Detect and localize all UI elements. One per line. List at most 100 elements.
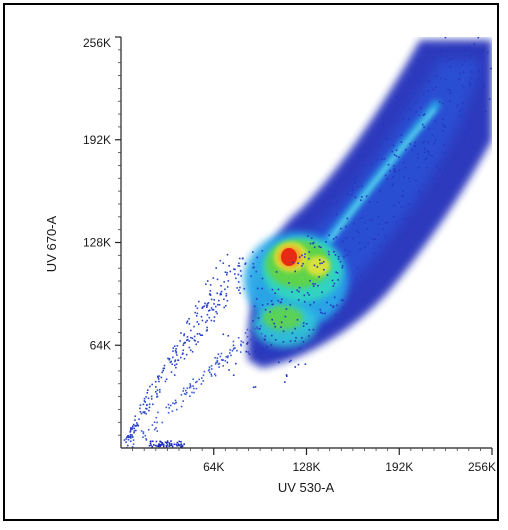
scatter-point (395, 155, 398, 157)
scatter-point (246, 328, 249, 331)
scatter-point (294, 366, 296, 368)
scatter-point (303, 256, 306, 258)
scatter-point (202, 380, 205, 382)
scatter-point (393, 165, 395, 167)
scatter-point (180, 394, 183, 396)
scatter-point (456, 104, 459, 107)
scatter-point (383, 158, 386, 160)
scatter-point (469, 54, 472, 57)
scatter-point (243, 287, 246, 290)
scatter-point (188, 318, 190, 320)
scatter-point (343, 255, 345, 258)
scatter-point (213, 303, 215, 305)
scatter-point (275, 271, 278, 273)
scatter-point (207, 310, 210, 312)
scatter-point (163, 367, 166, 370)
scatter-point (261, 304, 264, 306)
scatter-point (208, 309, 211, 311)
scatter-point (145, 407, 147, 410)
scatter-point (170, 444, 173, 447)
scatter-point (298, 290, 300, 293)
scatter-point (352, 237, 355, 240)
scatter-point (322, 261, 325, 263)
scatter-point (336, 272, 339, 274)
scatter-point (148, 444, 151, 447)
scatter-point (201, 319, 204, 322)
scatter-point (483, 85, 486, 87)
scatter-point (423, 140, 425, 143)
scatter-point (260, 332, 263, 335)
scatter-point (226, 273, 228, 276)
scatter-point (463, 87, 465, 89)
scatter-point (177, 359, 179, 362)
scatter-point (291, 332, 294, 334)
scatter-point (225, 356, 227, 358)
scatter-point (461, 63, 463, 66)
scatter-point (269, 311, 271, 313)
scatter-point (220, 352, 223, 355)
scatter-point (386, 221, 389, 224)
scatter-point (389, 170, 391, 172)
scatter-point (189, 349, 192, 351)
scatter-point (157, 378, 160, 380)
scatter-point (304, 253, 306, 255)
scatter-point (134, 425, 136, 427)
scatter-point (401, 195, 403, 197)
scatter-point (239, 292, 241, 294)
scatter-point (296, 289, 298, 292)
scatter-point (416, 153, 419, 155)
scatter-point (252, 266, 254, 269)
scatter-point (211, 309, 214, 311)
scatter-point (288, 282, 290, 284)
scatter-point (417, 166, 420, 169)
scatter-point (274, 292, 276, 294)
scatter-point (415, 102, 417, 104)
scatter-point (317, 284, 319, 287)
scatter-point (280, 321, 283, 324)
scatter-point (139, 404, 142, 406)
scatter-point (424, 158, 427, 161)
scatter-point (476, 84, 478, 86)
scatter-point (136, 423, 139, 426)
scatter-point (186, 387, 189, 389)
scatter-point (206, 304, 209, 307)
scatter-point (171, 445, 174, 448)
scatter-point (182, 344, 185, 346)
scatter-point (175, 348, 177, 350)
scatter-point (431, 154, 433, 157)
scatter-point (365, 195, 368, 197)
scatter-point (400, 134, 403, 136)
scatter-point (282, 330, 285, 333)
scatter-point (468, 82, 471, 84)
scatter-point (477, 69, 480, 72)
scatter-point (198, 333, 201, 335)
scatter-point (174, 360, 176, 363)
scatter-point (198, 378, 200, 381)
scatter-point (409, 143, 411, 145)
scatter-point (330, 304, 332, 306)
scatter-point (431, 133, 434, 136)
scatter-point (414, 141, 417, 144)
scatter-point (358, 241, 361, 244)
scatter-point (262, 348, 265, 351)
scatter-point (216, 359, 219, 362)
scatter-point (397, 236, 400, 238)
scatter-point (281, 298, 283, 301)
scatter-point (153, 421, 156, 423)
scatter-point (162, 367, 165, 370)
scatter-point (277, 299, 280, 302)
scatter-point (271, 318, 273, 321)
scatter-point (332, 285, 335, 287)
scatter-point (249, 330, 252, 332)
sparse-points (123, 37, 492, 448)
scatter-point (204, 302, 206, 305)
scatter-point (314, 283, 316, 285)
scatter-point (439, 101, 441, 103)
scatter-point (313, 246, 316, 249)
scatter-point (488, 98, 491, 100)
scatter-point (410, 149, 413, 151)
scatter-point (209, 284, 212, 286)
scatter-point (358, 154, 361, 157)
scatter-point (409, 108, 412, 111)
scatter-point (245, 350, 247, 353)
